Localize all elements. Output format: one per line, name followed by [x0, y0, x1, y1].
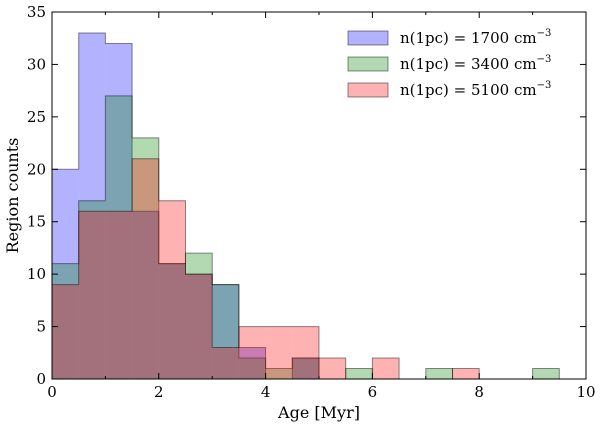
y-tick-label-25: 25	[27, 108, 46, 126]
y-tick-label-20: 20	[27, 160, 46, 178]
bar-series-3-bin-13	[372, 358, 400, 379]
bar-series-2-bin-15	[425, 368, 453, 379]
bar-series-2-bin-7	[212, 284, 239, 379]
bar-series-3-bin-6	[185, 274, 213, 379]
bar-series-3-bin-7	[212, 347, 239, 379]
bar-series-1-bin-5	[158, 263, 186, 379]
legend-label-3: n(1pc) = 5100 cm−3	[400, 80, 551, 99]
bar-series-2-bin-9	[265, 368, 293, 379]
bar-series-1-bin-2	[78, 32, 106, 379]
bar-series-3-bin-9	[265, 326, 293, 379]
y-tick-label-5: 5	[36, 318, 46, 336]
bars-layer	[51, 32, 560, 380]
x-tick-label-0: 0	[47, 383, 57, 401]
y-axis-label: Region counts	[3, 138, 22, 254]
bar-series-3-bin-11	[319, 358, 346, 379]
y-tick-label-15: 15	[27, 213, 46, 231]
x-axis-label: Age [Myr]	[277, 403, 360, 422]
bar-series-2-bin-1	[52, 263, 79, 379]
plot-frame	[51, 11, 587, 380]
bar-series-3-bin-2	[78, 211, 106, 379]
bar-series-3-bin-16	[452, 368, 480, 379]
bar-series-3-bin-8	[238, 326, 266, 379]
x-tick-label-2: 2	[154, 383, 164, 401]
bar-series-3-bin-5	[158, 200, 186, 379]
bar-series-3-bin-1	[52, 284, 79, 379]
bar-series-2-bin-4	[132, 137, 159, 379]
bar-series-1-bin-10	[292, 358, 319, 379]
bar-series-2-bin-8	[238, 358, 266, 379]
y-tick-label-30: 30	[27, 55, 46, 73]
bar-series-1-bin-3	[105, 43, 133, 379]
bar-series-1-bin-4	[132, 211, 159, 379]
x-tick-label-6: 6	[368, 383, 378, 401]
y-tick-label-0: 0	[36, 370, 46, 388]
legend-label-2: n(1pc) = 3400 cm−3	[400, 54, 551, 73]
bar-series-3-bin-4	[132, 158, 159, 379]
bar-series-2-bin-6	[185, 253, 213, 379]
bar-series-3-bin-10	[292, 326, 319, 379]
legend-swatch-3	[347, 82, 389, 98]
x-tick-label-10: 10	[576, 383, 595, 401]
legend-swatch-2	[347, 56, 389, 72]
bar-series-2-bin-3	[105, 95, 133, 379]
y-tick-label-35: 35	[27, 3, 46, 21]
legend-swatch-1	[347, 30, 389, 46]
y-tick-label-10: 10	[27, 265, 46, 283]
bar-series-2-bin-5	[158, 263, 186, 379]
legend-label-1: n(1pc) = 1700 cm−3	[400, 28, 551, 47]
x-tick-label-8: 8	[474, 383, 484, 401]
bar-series-1-bin-6	[185, 274, 213, 379]
bar-series-1-bin-8	[238, 347, 266, 379]
bar-series-2-bin-2	[78, 200, 106, 379]
bar-series-1-bin-7	[212, 284, 239, 379]
x-tick-label-4: 4	[261, 383, 271, 401]
bar-series-2-bin-10	[292, 358, 319, 379]
bar-series-2-bin-19	[532, 368, 560, 379]
bar-series-2-bin-12	[345, 368, 373, 379]
legend: n(1pc) = 1700 cm−3 n(1pc) = 3400 cm−3 n(1p…	[347, 28, 551, 99]
bar-series-3-bin-3	[105, 211, 133, 379]
